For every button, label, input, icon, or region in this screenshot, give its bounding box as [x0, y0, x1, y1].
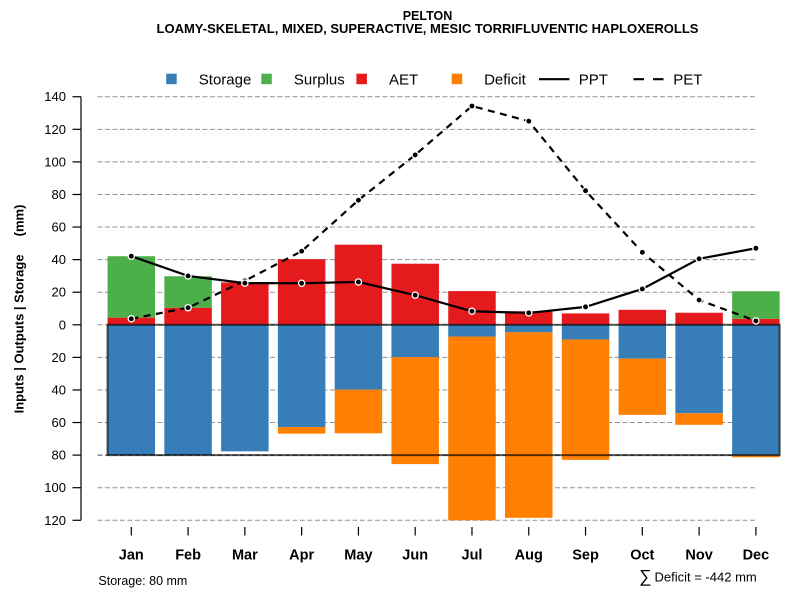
svg-text:Jan: Jan: [119, 547, 144, 563]
svg-text:120: 120: [44, 513, 66, 528]
svg-text:Deficit = -442 mm: Deficit = -442 mm: [655, 570, 757, 585]
svg-text:Apr: Apr: [289, 547, 314, 563]
svg-text:Nov: Nov: [685, 547, 712, 563]
svg-text:Aug: Aug: [515, 547, 543, 563]
svg-text:40: 40: [52, 382, 66, 397]
svg-text:40: 40: [52, 252, 66, 267]
svg-text:80: 80: [52, 187, 66, 202]
svg-text:PET: PET: [673, 72, 702, 89]
svg-text:Jul: Jul: [462, 547, 483, 563]
svg-text:Dec: Dec: [743, 547, 770, 563]
svg-text:PPT: PPT: [579, 72, 608, 89]
svg-text:100: 100: [44, 154, 66, 169]
svg-text:AET: AET: [389, 72, 418, 89]
svg-text:LOAMY-SKELETAL, MIXED, SUPERAC: LOAMY-SKELETAL, MIXED, SUPERACTIVE, MESI…: [157, 21, 699, 36]
svg-text:120: 120: [44, 122, 66, 137]
svg-text:Jun: Jun: [402, 547, 428, 563]
svg-text:0: 0: [59, 317, 66, 332]
svg-text:60: 60: [52, 220, 66, 235]
svg-text:20: 20: [52, 350, 66, 365]
svg-text:20: 20: [52, 285, 66, 300]
svg-text:Storage: Storage: [199, 72, 252, 89]
svg-text:Storage: 80 mm: Storage: 80 mm: [98, 574, 187, 588]
svg-text:Mar: Mar: [232, 547, 258, 563]
svg-text:60: 60: [52, 415, 66, 430]
svg-text:PELTON: PELTON: [403, 9, 453, 23]
svg-text:May: May: [344, 547, 372, 563]
svg-text:Sep: Sep: [572, 547, 599, 563]
svg-text:Inputs | Outputs | Storage: Inputs | Outputs | Storage (mm): [11, 205, 26, 414]
svg-text:Deficit: Deficit: [484, 72, 527, 89]
svg-text:Surplus: Surplus: [294, 72, 345, 89]
svg-text:Oct: Oct: [630, 547, 654, 563]
svg-text:Feb: Feb: [175, 547, 201, 563]
svg-text:100: 100: [44, 480, 66, 495]
svg-text:∑: ∑: [639, 566, 651, 586]
svg-text:80: 80: [52, 448, 66, 463]
svg-text:140: 140: [44, 89, 66, 104]
